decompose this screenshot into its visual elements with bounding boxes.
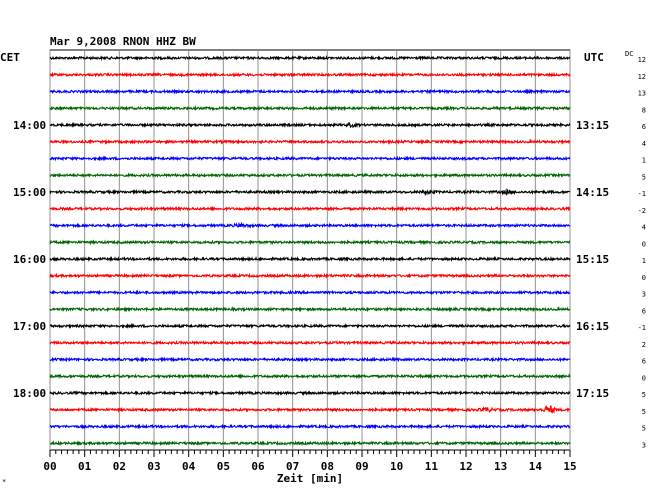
dc-offset-label: 6 (642, 307, 646, 315)
corner-mark: * (2, 478, 6, 486)
x-tick-label: 07 (286, 460, 299, 473)
left-timezone-label: CET (0, 51, 20, 64)
trace-row-24 (49, 440, 571, 447)
trace-row-22 (49, 405, 571, 415)
plot-frame (49, 49, 571, 457)
x-tick-label: 08 (321, 460, 334, 473)
trace-row-6 (49, 138, 571, 145)
trace-row-3 (49, 88, 571, 95)
trace-row-11 (49, 221, 571, 229)
trace-row-7 (49, 155, 571, 162)
trace-row-1 (49, 54, 571, 62)
trace-row-19 (49, 356, 571, 363)
hour-label-right: 17:15 (576, 387, 609, 400)
trace-row-9 (49, 188, 571, 196)
labels: 00 01 02 03 04 05 06 07 08 09 10 11 12 13 14 1514:0015:… (13, 56, 646, 473)
dc-offset-label: -2 (638, 207, 646, 215)
x-tick-label: 05 (217, 460, 230, 473)
x-tick-label: 06 (251, 460, 265, 473)
trace-row-12 (49, 239, 571, 246)
right-timezone-label: UTC (584, 51, 604, 64)
dc-offset-label: 6 (642, 358, 646, 366)
trace-row-21 (49, 389, 571, 397)
trace-row-13 (49, 255, 571, 263)
dc-header-label: DC (625, 50, 633, 58)
trace-row-23 (49, 423, 571, 430)
hour-label-right: 14:15 (576, 186, 609, 199)
dc-offset-label: 0 (642, 240, 646, 248)
dc-offset-label: 1 (642, 157, 646, 165)
dc-offset-label: 5 (642, 425, 646, 433)
hour-label-right: 16:15 (576, 320, 609, 333)
x-tick-label: 15 (563, 460, 576, 473)
hour-label-left: 17:00 (13, 320, 46, 333)
seismic-traces (49, 54, 571, 447)
x-tick-label: 03 (147, 460, 160, 473)
dc-offset-label: 2 (642, 341, 646, 349)
x-tick-label: 00 (43, 460, 56, 473)
trace-row-18 (49, 339, 571, 346)
x-tick-label: 12 (459, 460, 472, 473)
dc-offset-label: -1 (638, 324, 646, 332)
dc-offset-label: 1 (642, 257, 646, 265)
trace-row-10 (49, 205, 571, 213)
hour-label-right: 15:15 (576, 253, 609, 266)
hour-label-left: 18:00 (13, 387, 46, 400)
hour-label-left: 15:00 (13, 186, 46, 199)
x-tick-label: 13 (494, 460, 507, 473)
trace-row-15 (49, 289, 571, 296)
x-tick-label: 01 (78, 460, 92, 473)
dc-offset-label: 5 (642, 391, 646, 399)
hour-label-right: 13:15 (576, 119, 609, 132)
dc-offset-label: 3 (642, 441, 646, 449)
trace-row-4 (49, 105, 571, 112)
x-tick-label: 02 (113, 460, 126, 473)
dc-offset-label: 12 (638, 73, 646, 81)
dc-offset-label: 6 (642, 123, 646, 131)
trace-row-5 (49, 121, 571, 129)
trace-row-16 (49, 306, 571, 313)
trace-row-17 (49, 322, 571, 330)
trace-row-8 (49, 172, 571, 179)
dc-offset-label: 8 (642, 106, 646, 114)
dc-offset-label: 0 (642, 274, 646, 282)
x-tick-label: 09 (355, 460, 368, 473)
dc-offset-label: 5 (642, 173, 646, 181)
trace-row-2 (49, 71, 571, 78)
x-tick-label: 14 (529, 460, 543, 473)
dc-offset-label: 12 (638, 56, 646, 64)
dc-offset-label: -1 (638, 190, 646, 198)
hour-label-left: 16:00 (13, 253, 46, 266)
dc-offset-label: 3 (642, 291, 646, 299)
x-tick-label: 04 (182, 460, 196, 473)
hour-label-left: 14:00 (13, 119, 46, 132)
dc-offset-label: 5 (642, 408, 646, 416)
dc-offset-label: 13 (638, 90, 646, 98)
x-axis-label: Zeit [min] (277, 472, 343, 485)
x-tick-label: 10 (390, 460, 403, 473)
trace-row-20 (49, 373, 571, 380)
trace-row-14 (49, 272, 571, 279)
chart-title: Mar 9,2008 RNON HHZ BW (50, 35, 196, 48)
dc-offset-label: 4 (642, 224, 646, 232)
dc-offset-label: 0 (642, 374, 646, 382)
dc-offset-label: 4 (642, 140, 646, 148)
x-tick-label: 11 (425, 460, 439, 473)
